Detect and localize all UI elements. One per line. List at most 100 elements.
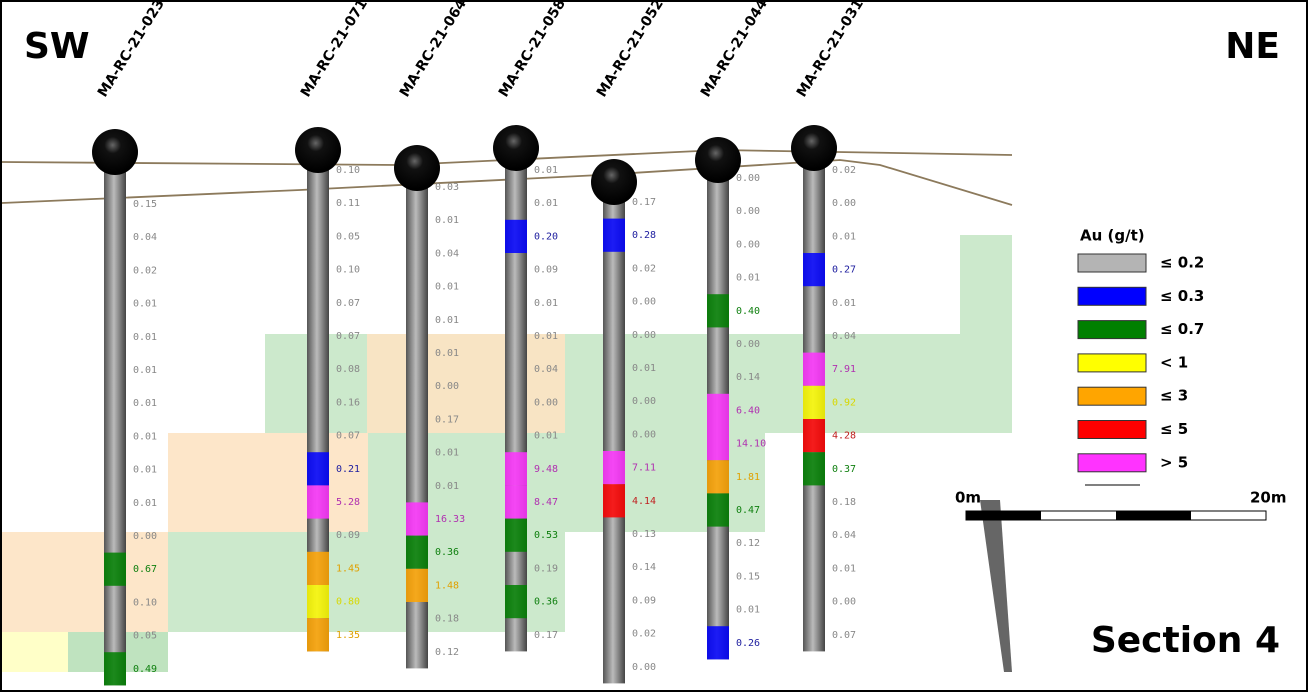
assay-interval xyxy=(406,568,428,602)
assay-value: 0.17 xyxy=(534,630,558,641)
assay-value: 0.14 xyxy=(736,372,760,383)
assay-interval xyxy=(307,452,329,486)
assay-value: 0.49 xyxy=(133,664,157,675)
assay-value: 0.01 xyxy=(736,605,760,616)
collar xyxy=(92,129,138,175)
assay-value: 0.07 xyxy=(336,331,360,342)
assay-value: 0.17 xyxy=(435,414,459,425)
legend-swatch xyxy=(1077,353,1147,373)
assay-value: 0.47 xyxy=(736,505,760,516)
assay-interval xyxy=(707,427,729,461)
assay-value: 0.00 xyxy=(736,206,760,217)
assay-value: 0.01 xyxy=(435,282,459,293)
assay-value: 0.01 xyxy=(832,298,856,309)
assay-interval xyxy=(707,393,729,427)
assay-value: 0.07 xyxy=(336,298,360,309)
assay-value: 0.04 xyxy=(832,331,856,342)
assay-value: 0.09 xyxy=(632,595,656,606)
assay-value: 0.09 xyxy=(534,265,558,276)
assay-value: 0.01 xyxy=(832,231,856,242)
assay-value: 1.45 xyxy=(336,563,360,574)
assay-value: 0.00 xyxy=(632,330,656,341)
assay-value: 0.05 xyxy=(133,631,157,642)
assay-value: 0.00 xyxy=(435,381,459,392)
assay-interval xyxy=(104,652,126,686)
assay-interval xyxy=(803,352,825,386)
assay-interval xyxy=(803,253,825,287)
assay-interval xyxy=(307,485,329,519)
assay-value: 0.03 xyxy=(435,182,459,193)
hole-name: MA-RC-21-064 xyxy=(397,0,470,100)
assay-value: 0.01 xyxy=(435,315,459,326)
legend-swatch xyxy=(1077,420,1147,439)
assay-value: 0.00 xyxy=(632,429,656,440)
assay-value: 0.18 xyxy=(435,614,459,625)
assay-value: 5.28 xyxy=(336,497,360,508)
assay-interval xyxy=(307,618,329,652)
corner-left: SW xyxy=(24,26,90,67)
assay-value: 1.81 xyxy=(736,472,760,483)
collar xyxy=(695,137,741,183)
assay-value: 0.21 xyxy=(336,464,360,475)
scale-start: 0m xyxy=(955,489,981,507)
assay-value: 0.07 xyxy=(832,630,856,641)
assay-value: 0.01 xyxy=(133,299,157,310)
assay-value: 0.01 xyxy=(133,465,157,476)
assay-interval xyxy=(707,294,729,328)
assay-value: 0.01 xyxy=(534,431,558,442)
assay-value: 0.02 xyxy=(133,265,157,276)
assay-value: 0.02 xyxy=(632,629,656,640)
assay-interval xyxy=(803,452,825,486)
assay-value: 0.15 xyxy=(133,199,157,210)
legend-swatch xyxy=(1077,453,1147,473)
assay-value: 0.01 xyxy=(133,332,157,343)
corner-right: NE xyxy=(1225,26,1280,67)
assay-interval xyxy=(603,218,625,252)
assay-value: 0.19 xyxy=(534,563,558,574)
assay-interval xyxy=(406,502,428,536)
collar xyxy=(591,159,637,205)
assay-value: 0.15 xyxy=(736,571,760,582)
assay-value: 0.08 xyxy=(336,364,360,375)
legend-swatch xyxy=(1077,320,1147,340)
assay-value: 0.01 xyxy=(435,348,459,359)
assay-interval xyxy=(505,452,527,486)
assay-value: 0.07 xyxy=(336,431,360,442)
assay-value: 0.01 xyxy=(435,481,459,492)
assay-value: 0.80 xyxy=(336,597,360,608)
assay-value: 0.37 xyxy=(832,464,856,475)
assay-value: 0.00 xyxy=(736,239,760,250)
assay-value: 9.48 xyxy=(534,464,558,475)
legend-label: ≤ 0.2 xyxy=(1160,254,1204,272)
assay-value: 0.28 xyxy=(632,230,656,241)
assay-interval xyxy=(707,493,729,527)
assay-value: 0.01 xyxy=(534,298,558,309)
assay-interval xyxy=(603,484,625,518)
assay-value: 7.91 xyxy=(832,364,856,375)
legend-title: Au (g/t) xyxy=(1080,227,1145,245)
assay-value: 4.14 xyxy=(632,496,656,507)
assay-value: 0.12 xyxy=(736,538,760,549)
legend-label: ≤ 3 xyxy=(1160,387,1188,405)
legend-label: > 5 xyxy=(1160,453,1188,471)
hole-name: MA-RC-21-023 xyxy=(95,0,168,100)
assay-value: 0.01 xyxy=(534,165,558,176)
legend-swatch xyxy=(1077,286,1147,306)
assay-value: 0.00 xyxy=(632,396,656,407)
assay-value: 0.01 xyxy=(534,331,558,342)
assay-interval xyxy=(406,535,428,569)
assay-value: 0.26 xyxy=(736,638,760,649)
assay-value: 0.01 xyxy=(736,273,760,284)
assay-value: 0.67 xyxy=(133,564,157,575)
hole-pipe xyxy=(307,150,329,652)
legend-label: ≤ 5 xyxy=(1160,420,1188,438)
assay-value: 0.01 xyxy=(435,215,459,226)
assay-value: 0.18 xyxy=(832,497,856,508)
legend-swatch xyxy=(1077,253,1147,273)
assay-interval xyxy=(803,385,825,419)
legend: Au (g/t) ≤ 0.2 ≤ 0.3 ≤ 0.7 < 1 ≤ 3 ≤ 5 > 5 xyxy=(1040,215,1204,490)
assay-value: 0.36 xyxy=(435,547,459,558)
assay-value: 0.00 xyxy=(736,339,760,350)
